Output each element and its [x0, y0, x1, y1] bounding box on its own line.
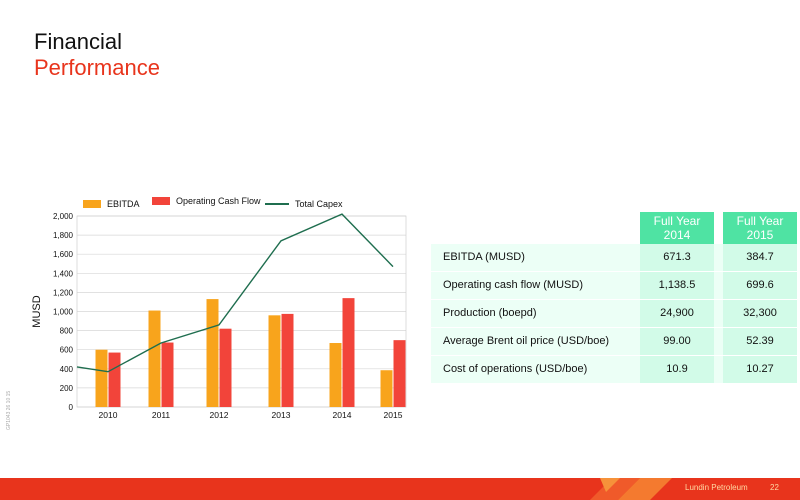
y-tick-label: 0 — [69, 403, 74, 412]
cell-2015: 32,300 — [723, 300, 797, 327]
legend-item-capex: Total Capex — [265, 199, 343, 209]
page-title: Financial Performance — [34, 29, 160, 81]
chart-legend: EBITDA Operating Cash Flow Total Capex — [83, 196, 413, 215]
bar-ebitda — [95, 349, 108, 407]
cell-2014: 1,138.5 — [640, 272, 714, 299]
table-row: Cost of operations (USD/boe) 10.9 10.27 — [431, 356, 797, 384]
x-tick-label: 2014 — [333, 410, 352, 420]
bar-ebitda — [329, 343, 342, 407]
y-tick-label: 1,800 — [53, 231, 74, 240]
x-tick-label: 2013 — [272, 410, 291, 420]
cell-2014: 671.3 — [640, 244, 714, 271]
x-tick-label: 2015 — [384, 410, 403, 420]
table-row: Operating cash flow (MUSD) 1,138.5 699.6 — [431, 272, 797, 300]
bar-ocf — [281, 313, 294, 407]
bar-ocf — [161, 342, 174, 407]
y-tick-label: 1,400 — [53, 269, 74, 278]
header-2015: Full Year 2015 — [723, 212, 797, 244]
chart-grid — [76, 215, 407, 408]
row-label: Production (boepd) — [443, 307, 537, 319]
page-title-line1: Financial — [34, 29, 123, 54]
bar-ocf — [108, 352, 121, 407]
legend-swatch-ocf — [152, 197, 170, 205]
bar-ebitda — [268, 315, 281, 407]
header-2015-line2: 2015 — [746, 228, 774, 242]
legend-item-ebitda: EBITDA — [83, 199, 140, 209]
cell-2014: 10.9 — [640, 356, 714, 383]
page-title-line2: Performance — [34, 55, 160, 80]
row-label: Cost of operations (USD/boe) — [443, 363, 588, 375]
footer-decoration-icon — [590, 478, 672, 500]
x-tick-label: 2012 — [210, 410, 229, 420]
row-label: Average Brent oil price (USD/boe) — [443, 335, 610, 347]
combo-chart: 0 200 400 600 800 1,000 1,200 1,400 1,600 1,800 2,… — [31, 212, 407, 420]
header-2015-line1: Full Year — [736, 214, 784, 228]
footer-brand: Lundin Petroleum — [685, 483, 748, 492]
bar-ebitda — [206, 299, 219, 407]
cell-2014: 99.00 — [640, 328, 714, 355]
table-row: Average Brent oil price (USD/boe) 99.00 … — [431, 328, 797, 356]
cell-2015: 52.39 — [723, 328, 797, 355]
footer-bar: Lundin Petroleum 22 — [0, 478, 800, 500]
y-tick-label: 1,000 — [53, 308, 74, 317]
row-label: EBITDA (MUSD) — [443, 251, 525, 263]
cell-2015: 699.6 — [723, 272, 797, 299]
chart-capex-line — [76, 213, 394, 373]
cell-2014: 24,900 — [640, 300, 714, 327]
document-code: GP1043 26 10 15 — [6, 390, 12, 430]
bar-ebitda — [148, 310, 161, 407]
kpi-table: Full Year 2014 Full Year 2015 EBITDA (MU… — [431, 212, 797, 384]
bar-ebitda — [380, 370, 393, 407]
y-tick-label: 200 — [60, 384, 74, 393]
y-tick-label: 1,200 — [53, 288, 74, 297]
bar-ocf — [393, 340, 406, 407]
y-tick-label: 1,600 — [53, 250, 74, 259]
row-label: Operating cash flow (MUSD) — [443, 279, 583, 291]
legend-label-ocf: Operating Cash Flow — [176, 196, 261, 206]
line-total-capex — [76, 213, 394, 373]
table-row: EBITDA (MUSD) 671.3 384.7 — [431, 244, 797, 272]
x-tick-label: 2010 — [99, 410, 118, 420]
table-row: Production (boepd) 24,900 32,300 — [431, 300, 797, 328]
y-tick-label: 400 — [60, 365, 74, 374]
legend-item-ocf: Operating Cash Flow — [152, 196, 261, 206]
legend-swatch-capex — [265, 203, 289, 205]
bar-ocf — [342, 298, 355, 407]
plot-frame — [76, 215, 407, 408]
y-tick-label: 600 — [60, 346, 74, 355]
y-tick-label: 2,000 — [53, 212, 74, 221]
cell-2015: 10.27 — [723, 356, 797, 383]
legend-label-capex: Total Capex — [295, 199, 343, 209]
header-2014-line2: 2014 — [663, 228, 691, 242]
page-number: 22 — [770, 483, 779, 492]
header-2014-line1: Full Year — [653, 214, 701, 228]
y-tick-label: 800 — [60, 327, 74, 336]
legend-label-ebitda: EBITDA — [107, 199, 140, 209]
bar-ocf — [219, 328, 232, 407]
kpi-table-header: Full Year 2014 Full Year 2015 — [431, 212, 797, 244]
y-axis-label: MUSD — [31, 295, 43, 327]
cell-2015: 384.7 — [723, 244, 797, 271]
x-tick-label: 2011 — [152, 410, 171, 420]
header-2014: Full Year 2014 — [640, 212, 714, 244]
chart-axes: 0 200 400 600 800 1,000 1,200 1,400 1,600 1,800 2,… — [31, 212, 403, 420]
legend-swatch-ebitda — [83, 200, 101, 208]
